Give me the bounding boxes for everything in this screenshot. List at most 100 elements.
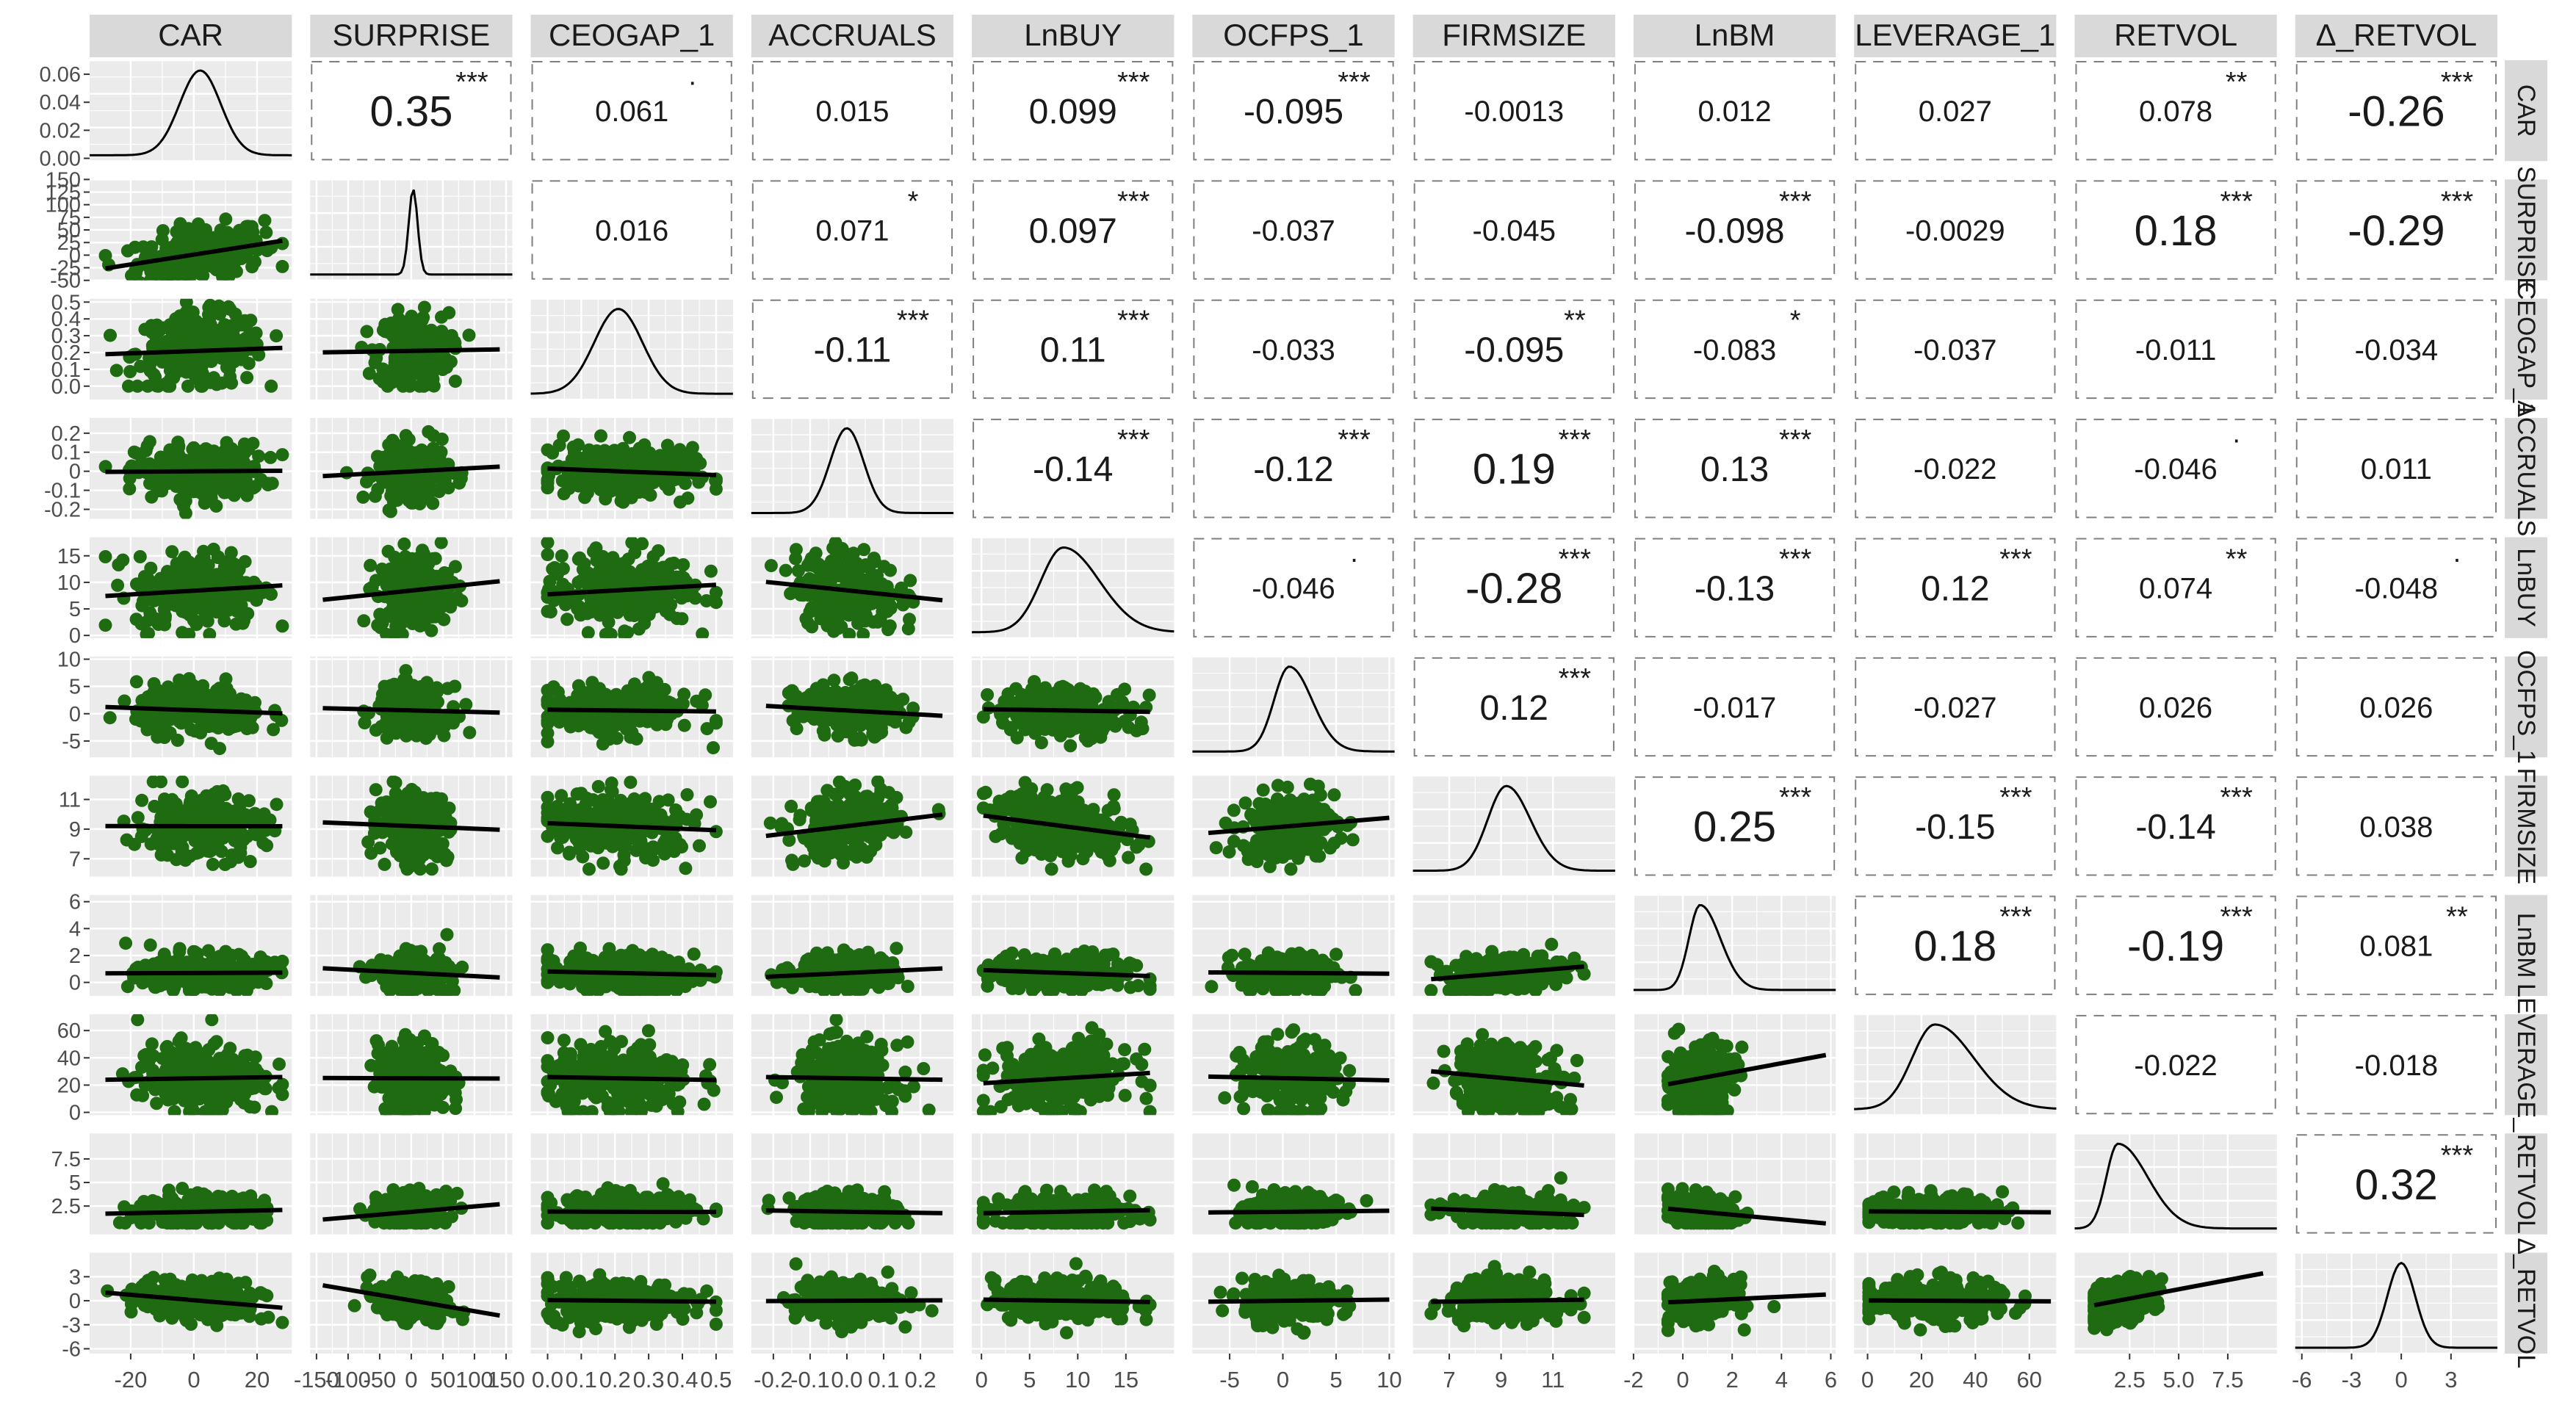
matrix-panel [530, 537, 733, 638]
matrix-panel [90, 298, 292, 400]
scatter-point [541, 548, 555, 562]
scatter-point [639, 599, 653, 613]
scatter-point [632, 441, 646, 455]
scatter-point [435, 325, 449, 339]
scatter-point [625, 537, 639, 549]
scatter-point [378, 857, 392, 871]
scatter-point [436, 837, 450, 850]
scatter-point [230, 445, 244, 459]
correlation-value: 0.071 [815, 214, 889, 247]
scatter-point [567, 446, 581, 460]
correlation-value: -0.098 [1684, 212, 1784, 250]
scatter-point [981, 688, 995, 701]
scatter-point [224, 329, 238, 343]
scatter-point [632, 477, 646, 491]
scatter-point [405, 309, 419, 323]
correlation-value: -0.13 [1695, 569, 1775, 608]
scatter-point [240, 371, 254, 385]
scatter-point [165, 280, 170, 281]
correlation-box [1193, 538, 1394, 638]
correlation-value: -0.046 [1252, 573, 1335, 605]
row-header-label: OCFPS_1 [2512, 650, 2540, 764]
row-header-label: RETVOL [2512, 1134, 2540, 1234]
row-header-strip [2505, 1252, 2547, 1354]
scatter-point [243, 855, 257, 868]
scatter-point [161, 848, 174, 862]
correlation-box [1634, 299, 1836, 400]
scatter-point [670, 612, 684, 625]
matrix-panel: -0.022 [1855, 419, 2056, 519]
scatter-point [869, 729, 883, 743]
scatter-point [161, 283, 174, 296]
scatter-point [261, 478, 275, 491]
scatter-point [145, 713, 159, 727]
scatter-point [228, 307, 242, 321]
scatter-point [650, 689, 664, 703]
scatter-point [850, 557, 864, 571]
scatter-point [134, 359, 148, 373]
scatter-point [402, 605, 415, 619]
correlation-box [973, 419, 1174, 519]
scatter-point [427, 379, 441, 393]
scatter-point [414, 862, 427, 876]
scatter-point [618, 624, 632, 638]
scatter-point [779, 563, 793, 577]
scatter-point [422, 557, 436, 571]
scatter-point [229, 485, 243, 499]
scatter-point [98, 618, 112, 632]
fit-line [322, 347, 500, 355]
scatter-point [380, 379, 394, 393]
correlation-box [2075, 657, 2276, 757]
matrix-panel: -0.0013 [1413, 61, 1614, 161]
scatter-point [818, 728, 831, 742]
matrix-panel: 0.35*** [311, 61, 512, 161]
column-header-label: Δ_RETVOL [2316, 18, 2477, 52]
point-cloud [103, 672, 289, 756]
significance-stars: *** [455, 67, 488, 98]
density-curve [530, 308, 733, 395]
column-header-label: SURPRISE [333, 18, 491, 52]
scatter-point [356, 490, 370, 504]
scatter-point [168, 454, 181, 468]
scatter-point [195, 379, 209, 393]
scatter-point [123, 365, 137, 378]
scatter-point [428, 610, 442, 624]
scatter-point [174, 352, 188, 366]
scatter-point [419, 732, 433, 745]
scatter-point [434, 537, 448, 549]
scatter-point [170, 235, 184, 249]
correlation-box [2295, 299, 2497, 400]
scatter-point [252, 348, 266, 362]
column-header-strip [1854, 15, 2057, 57]
scatter-point [799, 691, 813, 705]
matrix-panel: 0.11*** [973, 299, 1174, 400]
row-header-label: SURPRISE [2512, 166, 2540, 294]
matrix-panel: -0.048· [2295, 538, 2497, 638]
scatter-point [248, 480, 262, 494]
matrix-panel [751, 656, 954, 758]
scatter-point [866, 615, 880, 629]
scatter-point [212, 299, 226, 313]
column-header-strip [1633, 15, 1836, 57]
scatter-point [1081, 734, 1095, 748]
correlation-box [1855, 657, 2056, 757]
scatter-point [571, 719, 585, 733]
scatter-point [846, 693, 860, 707]
scatter-point [833, 694, 847, 708]
scatter-point [237, 614, 250, 628]
scatter-point [1142, 688, 1156, 702]
fit-line [547, 707, 716, 714]
scatter-point [190, 364, 203, 378]
scatter-point [569, 469, 583, 483]
scatter-point [834, 620, 848, 634]
significance-stars: *** [1559, 543, 1592, 574]
scatter-point [378, 568, 392, 582]
matrix-panel [972, 536, 1175, 640]
scatter-point [709, 474, 723, 488]
column-header-label: FIRMSIZE [1442, 18, 1586, 52]
scatter-point [416, 311, 430, 325]
matrix-panel [751, 416, 954, 520]
significance-stars: · [688, 67, 697, 98]
matrix-panel [310, 298, 513, 400]
correlation-value: -0.037 [1252, 214, 1335, 247]
